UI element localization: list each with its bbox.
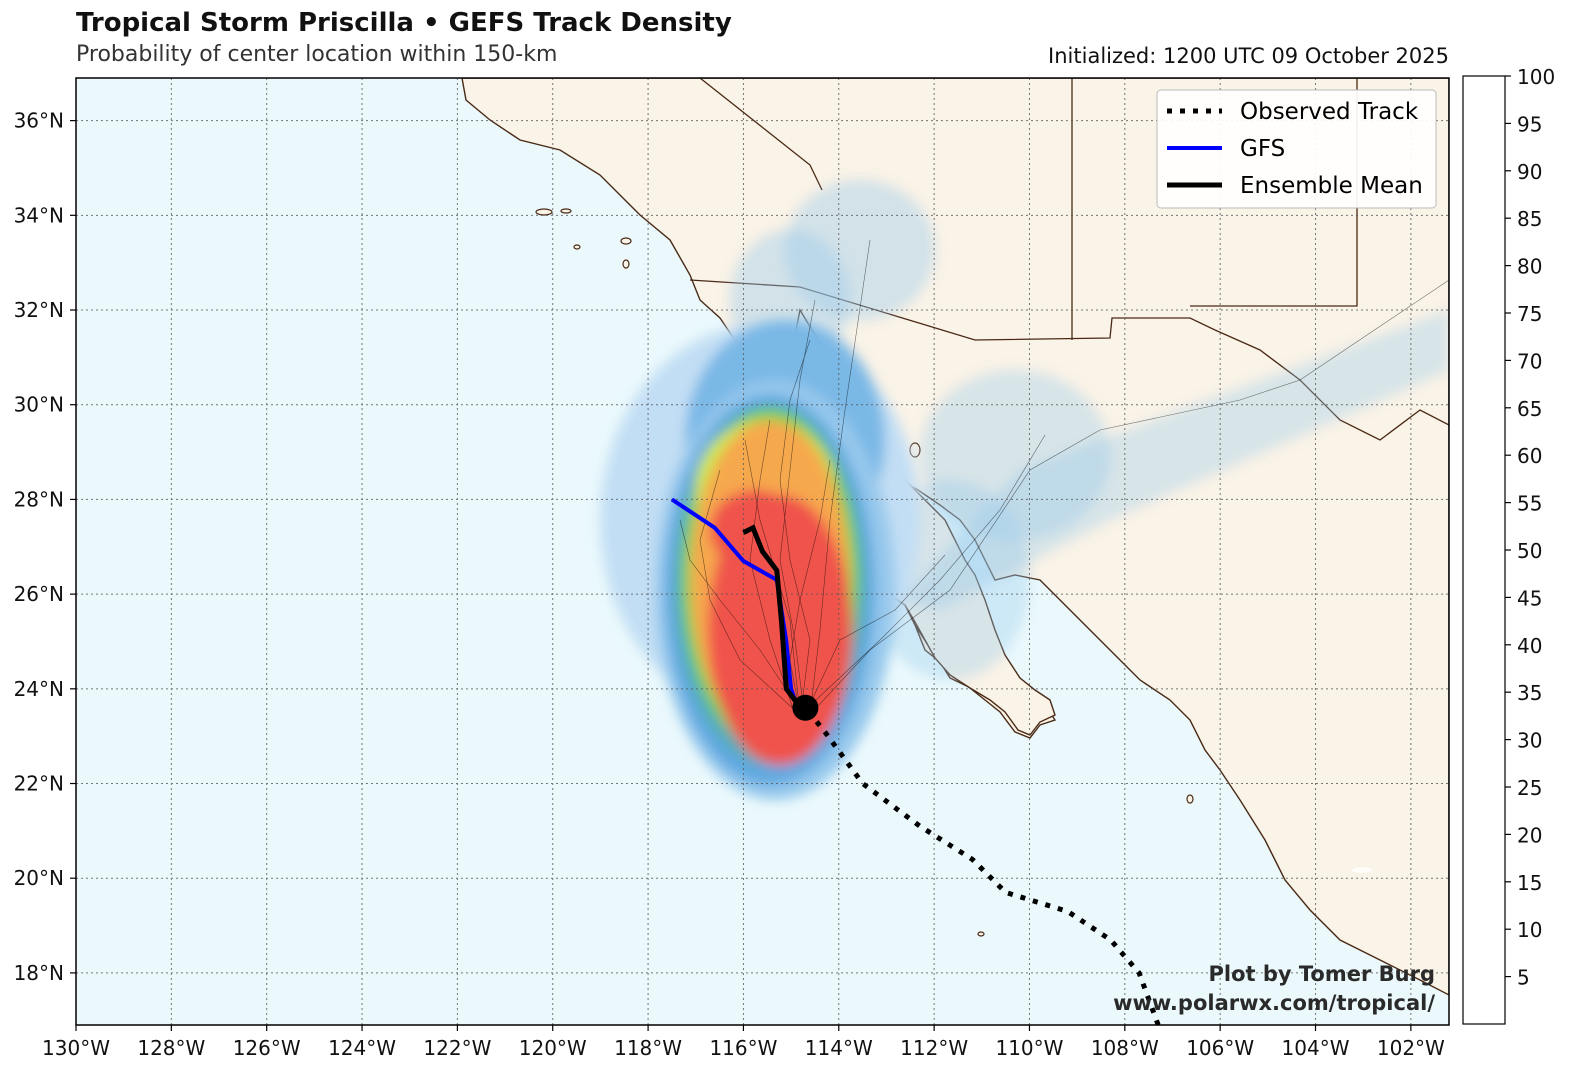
colorbar-tick-label: 65 (1517, 397, 1542, 421)
ensemble-member-tracks (679, 239, 1449, 721)
colorbar-tick-label: 55 (1517, 492, 1542, 516)
legend-observed-label: Observed Track (1240, 99, 1419, 125)
colorbar-tick-label: 80 (1517, 255, 1542, 279)
credit-author: Plot by Tomer Burg (1209, 962, 1436, 986)
x-tick-label: 122°W (423, 1036, 491, 1060)
colorbar-tick-label: 15 (1517, 871, 1542, 895)
legend: Observed Track GFS Ensemble Mean (1156, 89, 1437, 209)
colorbar-frame (1462, 75, 1506, 1025)
x-tick-label: 102°W (1377, 1036, 1445, 1060)
x-tick-label: 114°W (805, 1036, 873, 1060)
y-tick-label: 32°N (14, 298, 64, 322)
y-tick-label: 36°N (14, 109, 64, 133)
colorbar-tick-label: 40 (1517, 634, 1542, 658)
colorbar-tick-label: 75 (1517, 302, 1542, 326)
colorbar-tick-label: 70 (1517, 349, 1542, 373)
colorbar-tick-label: 25 (1517, 776, 1542, 800)
colorbar-tick-label: 35 (1517, 681, 1542, 705)
y-tick-label: 18°N (14, 961, 64, 985)
colorbar-tick-label: 20 (1517, 823, 1542, 847)
legend-gfs-label: GFS (1240, 136, 1285, 162)
x-tick-label: 108°W (1091, 1036, 1159, 1060)
colorbar-tick-label: 10 (1517, 918, 1542, 942)
x-tick-label: 118°W (614, 1036, 682, 1060)
x-axis-ticks: 130°W 128°W 126°W 124°W 122°W 120°W 118°W 116°W… (42, 1025, 1445, 1060)
x-tick-label: 130°W (42, 1036, 110, 1060)
colorbar-tick-label: 85 (1517, 207, 1542, 231)
y-tick-label: 22°N (14, 772, 64, 796)
x-tick-label: 116°W (709, 1036, 777, 1060)
colorbar-tick-label: 50 (1517, 539, 1542, 563)
y-axis-ticks: 18°N 20°N 22°N 24°N 26°N 28°N 30°N 32°N 34°N 36°N (14, 109, 76, 985)
y-tick-label: 20°N (14, 866, 64, 890)
colorbar-tick-label: 90 (1517, 160, 1542, 184)
colorbar-ticks: 5 10 15 20 25 30 35 40 45 50 55 60 65 70 75 80 85 90 95 100 (1505, 65, 1555, 990)
current-position-marker (792, 694, 819, 721)
island (1352, 867, 1372, 873)
x-tick-label: 110°W (995, 1036, 1063, 1060)
island (1186, 794, 1194, 804)
island (620, 237, 632, 245)
y-tick-label: 24°N (14, 677, 64, 701)
colorbar-tick-label: 5 (1517, 966, 1530, 990)
initialized-time: Initialized: 1200 UTC 09 October 2025 (1048, 44, 1449, 68)
island (622, 259, 630, 269)
y-tick-label: 28°N (14, 487, 64, 511)
colorbar-tick-label: 95 (1517, 112, 1542, 136)
x-tick-label: 124°W (328, 1036, 396, 1060)
gridlines (76, 78, 1449, 1025)
island (977, 931, 985, 937)
density-shading (600, 180, 1449, 800)
y-tick-label: 34°N (14, 203, 64, 227)
island (560, 208, 572, 214)
colorbar-tick-label: 60 (1517, 444, 1542, 468)
legend-ensemble-label: Ensemble Mean (1240, 173, 1423, 199)
island (535, 208, 553, 216)
x-tick-label: 120°W (519, 1036, 587, 1060)
x-tick-label: 126°W (233, 1036, 301, 1060)
y-tick-label: 26°N (14, 582, 64, 606)
map-frame (75, 77, 1450, 1026)
chart-subtitle: Probability of center location within 15… (76, 42, 558, 67)
island (909, 442, 921, 458)
x-tick-label: 104°W (1282, 1036, 1350, 1060)
credit-url: www.polarwx.com/tropical/ (1113, 991, 1435, 1015)
x-tick-label: 128°W (137, 1036, 205, 1060)
colorbar-tick-label: 45 (1517, 586, 1542, 610)
island (573, 244, 581, 250)
ensemble-mean-track-line (742, 524, 803, 710)
colorbar-tick-label: 100 (1517, 65, 1555, 89)
x-tick-label: 106°W (1186, 1036, 1254, 1060)
y-tick-label: 30°N (14, 393, 64, 417)
legend-box (1156, 89, 1437, 209)
chart-title: Tropical Storm Priscilla • GEFS Track De… (76, 8, 732, 38)
colorbar-tick-label: 30 (1517, 729, 1542, 753)
x-tick-label: 112°W (900, 1036, 968, 1060)
